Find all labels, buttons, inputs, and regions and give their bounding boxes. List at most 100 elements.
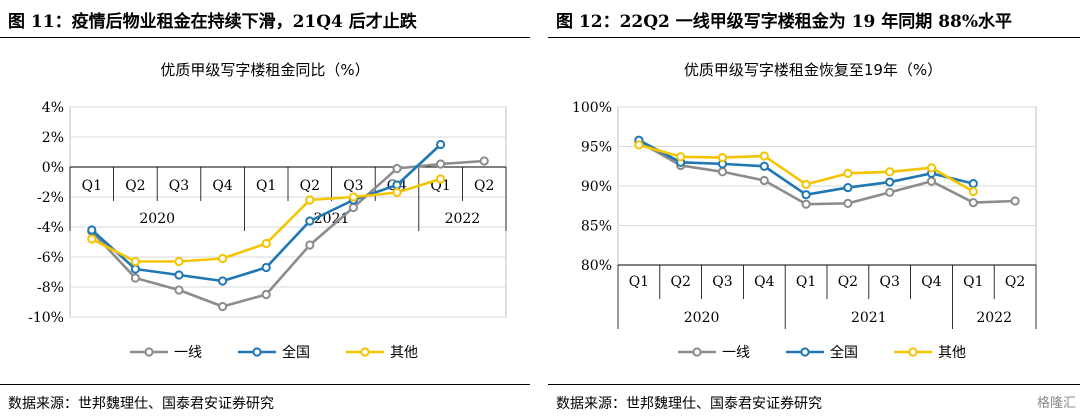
data-point <box>261 289 271 300</box>
x-tick-label: Q1 <box>256 178 276 194</box>
x-tick-label: Q2 <box>474 178 494 194</box>
data-point <box>926 163 937 173</box>
plot-area <box>69 106 507 318</box>
year-label: 2021 <box>851 310 887 326</box>
data-point <box>436 139 446 150</box>
series-line-1 <box>638 140 1016 206</box>
legend-marker <box>692 347 702 357</box>
year-label: 2022 <box>445 211 481 227</box>
figure-11-source: 数据来源：世邦魏理仕、国泰君安证券研究 <box>8 396 274 412</box>
chart-title: 优质甲级写字楼租金同比（%） <box>160 61 369 79</box>
data-point <box>218 301 228 312</box>
data-point <box>801 179 811 190</box>
y-tick-label: -10% <box>28 310 64 326</box>
title-rule <box>0 37 530 38</box>
y-tick-label: 4% <box>42 100 64 116</box>
year-label: 2022 <box>976 310 1012 326</box>
x-tick-label: Q4 <box>754 274 774 290</box>
data-point <box>843 198 853 208</box>
data-point <box>261 262 271 273</box>
x-tick-label: Q3 <box>343 178 363 194</box>
rent-recovery-chart: 优质甲级写字楼租金恢复至19年（%） 100% 95% 90% 85% 80% Q1 Q2 Q3… <box>572 61 1037 361</box>
rent-yoy-chart: 优质甲级写字楼租金同比（%） 4% 2% 0% -2% -4% -6% -8% -10% Q1 Q2… <box>28 61 507 361</box>
legend-label: 其他 <box>390 345 418 361</box>
data-point <box>759 151 769 161</box>
data-point <box>885 167 895 177</box>
watermark-logo: 格隆汇 <box>1036 396 1076 411</box>
legend-marker <box>360 347 370 357</box>
figure-11-panel: 图 11：疫情后物业租金在持续下滑，21Q4 后才止跌 优质甲级写字楼租金同比（… <box>0 0 530 418</box>
y-tick-label: 95% <box>581 140 612 156</box>
x-tick-label: Q3 <box>169 178 189 194</box>
y-tick-label: 90% <box>581 179 612 195</box>
x-tick-label: Q3 <box>880 274 900 290</box>
y-tick-label: 80% <box>581 258 612 274</box>
data-point <box>174 285 184 295</box>
x-tick-label: Q3 <box>712 274 732 290</box>
data-point <box>926 176 937 186</box>
data-point <box>801 190 811 200</box>
data-point <box>174 256 184 267</box>
data-point <box>968 179 978 189</box>
data-point <box>87 234 97 244</box>
data-point <box>305 240 315 250</box>
x-tick-label: Q1 <box>629 274 649 290</box>
data-point <box>392 163 402 174</box>
data-point <box>1010 196 1020 206</box>
data-point <box>218 276 228 286</box>
data-point <box>436 159 446 169</box>
figure-12-title: 图 12：22Q2 一线甲级写字楼租金为 19 年同期 88%水平 <box>556 12 1013 32</box>
data-point <box>218 253 228 264</box>
x-tick-label: Q4 <box>921 274 941 290</box>
figure-11-title: 图 11：疫情后物业租金在持续下滑，21Q4 后才止跌 <box>8 12 417 32</box>
figure-12-source: 数据来源：世邦魏理仕、国泰君安证券研究 <box>556 396 822 412</box>
data-point <box>968 197 978 208</box>
x-tick-label: Q2 <box>125 178 145 194</box>
data-point <box>392 187 402 198</box>
data-point <box>843 182 853 193</box>
x-tick-label: Q2 <box>1005 274 1025 290</box>
legend-marker <box>800 347 810 357</box>
legend-label: 其他 <box>938 345 966 361</box>
y-tick-label: -8% <box>37 280 64 296</box>
year-label: 2020 <box>684 310 720 326</box>
figure-12-panel: 图 12：22Q2 一线甲级写字楼租金为 19 年同期 88%水平 优质甲级写字… <box>548 0 1080 418</box>
data-point <box>130 264 140 274</box>
data-point <box>305 195 315 205</box>
data-point <box>87 225 97 235</box>
data-point <box>968 186 978 197</box>
data-point <box>801 199 811 209</box>
legend-marker <box>144 347 154 357</box>
data-point <box>305 216 315 226</box>
y-tick-label: 2% <box>42 130 64 146</box>
data-point <box>759 175 769 186</box>
y-tick-label: 100% <box>572 100 612 116</box>
y-tick-label: 85% <box>581 219 612 235</box>
y-tick-label: -2% <box>37 190 64 206</box>
data-point <box>436 174 446 184</box>
data-point <box>479 156 489 166</box>
data-point <box>130 256 140 267</box>
y-tick-label: -6% <box>37 250 64 266</box>
x-tick-label: Q4 <box>212 178 232 194</box>
x-tick-label: Q1 <box>963 274 983 290</box>
x-tick-label: Q1 <box>82 178 102 194</box>
x-tick-label: Q1 <box>430 178 450 194</box>
x-tick-label: Q2 <box>300 178 320 194</box>
data-point <box>676 152 686 162</box>
data-point <box>717 152 728 163</box>
legend-marker <box>908 347 918 357</box>
title-rule <box>548 37 1080 38</box>
source-rule <box>0 384 530 385</box>
data-point <box>843 168 853 178</box>
y-tick-label: 0% <box>42 160 64 176</box>
legend-label: 一线 <box>174 345 202 361</box>
data-point <box>717 167 728 177</box>
legend-label: 一线 <box>722 345 750 361</box>
data-point <box>261 238 271 249</box>
legend-marker <box>252 347 262 357</box>
x-tick-label: Q2 <box>671 274 691 290</box>
y-tick-label: -4% <box>37 220 64 236</box>
source-rule <box>548 384 1080 385</box>
x-tick-label: Q1 <box>796 274 816 290</box>
